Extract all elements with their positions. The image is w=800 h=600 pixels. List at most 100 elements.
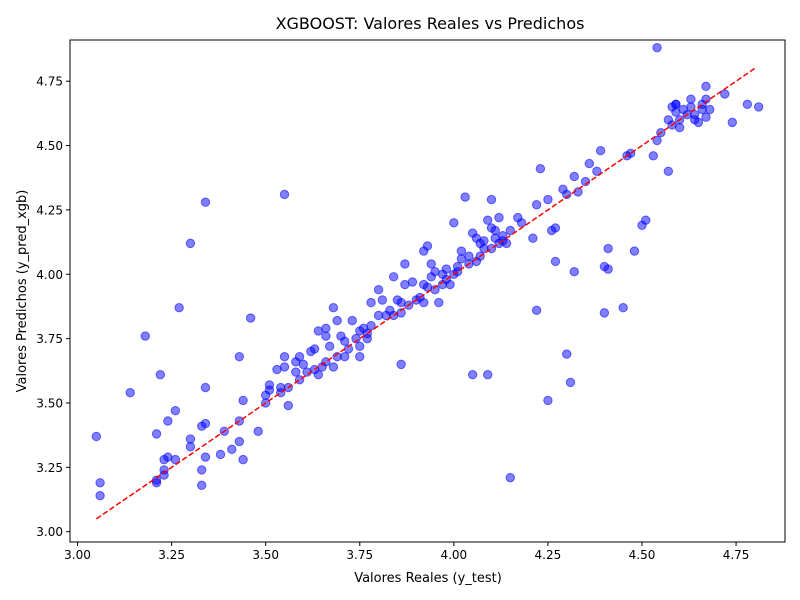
data-point bbox=[486, 243, 497, 254]
data-point bbox=[388, 272, 399, 282]
data-point bbox=[264, 380, 275, 390]
data-point bbox=[569, 266, 579, 277]
data-point bbox=[648, 151, 658, 161]
data-point bbox=[618, 303, 628, 313]
data-point bbox=[701, 94, 711, 104]
data-point bbox=[125, 387, 135, 398]
data-point bbox=[200, 452, 211, 462]
data-point bbox=[245, 313, 256, 323]
data-point bbox=[452, 266, 463, 277]
data-point bbox=[396, 359, 406, 370]
data-point bbox=[340, 351, 350, 362]
data-point bbox=[490, 225, 500, 236]
data-point bbox=[701, 81, 711, 92]
x-tick-label: 4.50 bbox=[629, 548, 656, 562]
data-point bbox=[185, 434, 196, 444]
data-point bbox=[543, 395, 553, 406]
data-point bbox=[626, 148, 636, 158]
data-point bbox=[328, 362, 339, 372]
y-tick-label: 4.50 bbox=[36, 139, 63, 153]
data-point bbox=[434, 297, 444, 308]
x-axis-label: Valores Reales (y_test) bbox=[354, 571, 502, 586]
data-point bbox=[580, 176, 591, 187]
data-point bbox=[501, 238, 512, 249]
data-point bbox=[603, 264, 613, 274]
data-point bbox=[321, 357, 331, 367]
y-tick-label: 3.00 bbox=[36, 525, 63, 539]
data-point bbox=[170, 454, 181, 465]
data-point bbox=[215, 449, 226, 460]
data-point bbox=[95, 478, 105, 488]
data-point bbox=[95, 490, 105, 501]
data-point bbox=[652, 43, 662, 53]
data-point bbox=[377, 295, 388, 305]
data-point bbox=[674, 122, 685, 133]
data-point bbox=[291, 367, 301, 377]
x-tick-label: 4.00 bbox=[440, 548, 467, 562]
data-point bbox=[562, 349, 572, 359]
data-point bbox=[309, 344, 320, 354]
data-point bbox=[531, 305, 542, 316]
data-point bbox=[671, 99, 681, 110]
data-point bbox=[355, 341, 365, 352]
data-point bbox=[294, 351, 305, 362]
data-point bbox=[467, 369, 478, 380]
data-point bbox=[550, 256, 561, 267]
data-point bbox=[197, 480, 207, 491]
data-point bbox=[324, 341, 335, 352]
data-point bbox=[505, 225, 515, 236]
data-point bbox=[652, 135, 662, 146]
data-point bbox=[498, 230, 508, 241]
data-point bbox=[449, 218, 459, 228]
data-point bbox=[155, 369, 166, 380]
data-point bbox=[313, 369, 324, 380]
data-point bbox=[294, 375, 305, 385]
y-tick-label: 3.75 bbox=[36, 332, 63, 346]
data-point bbox=[663, 166, 674, 176]
data-point bbox=[441, 264, 452, 274]
data-point bbox=[422, 241, 433, 251]
x-axis: 3.00 3.25 3.50 3.75 4.00 4.25 4.50 4.75 bbox=[64, 542, 749, 562]
data-point bbox=[355, 351, 365, 362]
data-point bbox=[253, 426, 263, 436]
data-point bbox=[400, 259, 410, 269]
data-point bbox=[689, 109, 700, 120]
data-point bbox=[279, 362, 290, 372]
data-point bbox=[366, 321, 376, 331]
data-point bbox=[693, 117, 704, 128]
y-axis-label: Valores Predichos (y_pred_xgb) bbox=[15, 190, 30, 393]
points-layer bbox=[91, 43, 764, 501]
data-point bbox=[595, 146, 606, 156]
data-point bbox=[340, 336, 350, 346]
data-point bbox=[456, 246, 467, 256]
data-point bbox=[283, 400, 293, 411]
data-point bbox=[569, 171, 579, 182]
data-point bbox=[373, 285, 384, 295]
data-point bbox=[445, 279, 455, 290]
data-point bbox=[140, 331, 150, 341]
data-point bbox=[727, 117, 738, 128]
data-point bbox=[505, 472, 515, 483]
y-tick-label: 4.25 bbox=[36, 203, 63, 217]
y-tick-label: 3.50 bbox=[36, 396, 63, 410]
data-point bbox=[174, 303, 184, 313]
x-tick-label: 3.50 bbox=[252, 548, 279, 562]
data-point bbox=[426, 259, 436, 269]
data-point bbox=[705, 104, 715, 115]
data-point bbox=[464, 251, 474, 261]
reference-line bbox=[95, 67, 756, 520]
data-point bbox=[170, 406, 181, 416]
data-point bbox=[321, 323, 331, 334]
data-point bbox=[185, 442, 196, 452]
data-point bbox=[163, 416, 173, 426]
reference-line-layer bbox=[95, 67, 756, 520]
data-point bbox=[197, 465, 207, 475]
data-point bbox=[516, 218, 527, 228]
data-point bbox=[91, 431, 102, 442]
data-point bbox=[279, 189, 290, 200]
data-point bbox=[200, 197, 211, 207]
data-point bbox=[535, 164, 546, 174]
data-point bbox=[234, 351, 245, 362]
data-point bbox=[227, 444, 237, 455]
